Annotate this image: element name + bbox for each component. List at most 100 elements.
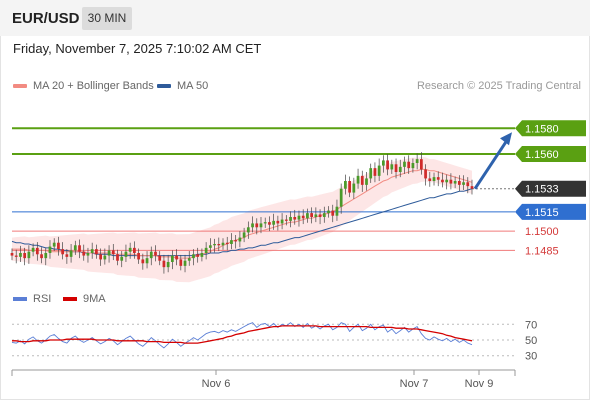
candle-body bbox=[179, 259, 183, 266]
candle bbox=[145, 251, 149, 269]
legend-ma50: MA 50 bbox=[157, 80, 208, 92]
level-tag-bg bbox=[515, 120, 586, 137]
candle bbox=[149, 246, 153, 266]
candle-body bbox=[255, 223, 259, 228]
candle bbox=[69, 244, 73, 263]
candle-body bbox=[31, 247, 35, 252]
candle bbox=[424, 164, 427, 186]
candle bbox=[382, 155, 385, 173]
candle-body bbox=[373, 168, 377, 176]
candle-body bbox=[208, 245, 212, 248]
candle bbox=[394, 158, 398, 179]
candle bbox=[432, 172, 436, 186]
level-label-1.1500: 1.1500 bbox=[525, 226, 559, 238]
candle-body bbox=[44, 253, 48, 259]
candle-body bbox=[268, 222, 271, 225]
candle-body bbox=[52, 242, 56, 247]
candle-body bbox=[69, 250, 73, 257]
rsi-series-9MA bbox=[12, 325, 473, 344]
candle bbox=[272, 213, 276, 230]
candle bbox=[166, 254, 170, 273]
candle bbox=[120, 251, 124, 268]
timeframe-badge[interactable]: 30 MIN bbox=[82, 7, 132, 30]
candle bbox=[95, 244, 98, 259]
candle-body bbox=[449, 179, 453, 184]
candle bbox=[208, 238, 212, 253]
candle bbox=[107, 245, 111, 263]
candle-body bbox=[344, 181, 347, 189]
candle bbox=[141, 253, 145, 270]
candle-body bbox=[453, 181, 457, 184]
candle bbox=[466, 177, 470, 194]
candle-body bbox=[394, 164, 398, 172]
candle-body bbox=[90, 249, 94, 253]
candle bbox=[116, 249, 119, 266]
candle bbox=[335, 199, 339, 221]
level-tag-bg bbox=[515, 146, 586, 162]
candle bbox=[365, 172, 368, 191]
candle-body bbox=[470, 186, 474, 189]
candle-body bbox=[192, 254, 195, 259]
candle-body bbox=[133, 247, 136, 253]
candle bbox=[48, 240, 52, 259]
candle bbox=[327, 206, 330, 218]
candle bbox=[57, 236, 60, 256]
candle-body bbox=[411, 163, 415, 169]
level-tag-1.1533: 1.1533 bbox=[515, 180, 586, 197]
candle bbox=[65, 249, 69, 264]
candle bbox=[377, 158, 381, 181]
candle-body bbox=[61, 249, 65, 255]
level-tag-1.1560: 1.1560 bbox=[515, 146, 586, 162]
candle-body bbox=[382, 160, 385, 166]
candle-body bbox=[284, 219, 288, 221]
candle-body bbox=[263, 222, 267, 224]
candle-body bbox=[377, 165, 381, 176]
candle bbox=[470, 179, 474, 195]
level-label-1.1515: 1.1515 bbox=[525, 207, 559, 219]
candle-body bbox=[445, 179, 449, 183]
candle-body bbox=[276, 220, 280, 224]
legend-rsi: RSI bbox=[13, 293, 51, 305]
candle-body bbox=[428, 178, 432, 181]
time-axis: Nov 6 Nov 7 Nov 9 bbox=[11, 369, 516, 390]
level-label-1.1533: 1.1533 bbox=[525, 184, 559, 196]
candle bbox=[348, 176, 351, 198]
symbol-title: EUR/USD bbox=[12, 10, 80, 27]
candle-body bbox=[99, 254, 102, 260]
candle-body bbox=[297, 215, 301, 220]
candle bbox=[259, 217, 263, 234]
candle-body bbox=[407, 161, 411, 169]
candle bbox=[428, 172, 432, 187]
candle-body bbox=[10, 253, 14, 256]
candle bbox=[306, 208, 309, 223]
candle-body bbox=[116, 254, 119, 261]
candle-body bbox=[280, 219, 284, 224]
level-tag-1.1515: 1.1515 bbox=[515, 203, 586, 220]
candle-body bbox=[436, 177, 440, 180]
x-tick-label: Nov 6 bbox=[202, 378, 231, 390]
candle bbox=[61, 242, 65, 260]
level-label-1.1580: 1.1580 bbox=[525, 123, 559, 135]
candle bbox=[14, 249, 18, 264]
level-tag-bg bbox=[515, 180, 586, 197]
candle-body bbox=[23, 253, 27, 259]
candle-body bbox=[78, 245, 81, 252]
candle-body bbox=[441, 179, 444, 183]
x-tick-label: Nov 9 bbox=[465, 378, 494, 390]
chart-header: EUR/USD 30 MIN bbox=[0, 0, 590, 36]
candle-body bbox=[65, 254, 69, 257]
candle-body bbox=[57, 242, 60, 250]
candle bbox=[314, 207, 318, 223]
candle bbox=[462, 175, 465, 190]
candle-body bbox=[158, 255, 162, 261]
level-tag-bg bbox=[515, 203, 586, 220]
rsi-panel: 70 50 30 bbox=[11, 319, 537, 363]
candle-body bbox=[242, 232, 246, 238]
candle bbox=[221, 238, 225, 250]
candle bbox=[318, 209, 322, 225]
candle bbox=[276, 215, 280, 231]
candle bbox=[23, 247, 27, 266]
candle-body bbox=[432, 177, 436, 181]
candle bbox=[390, 159, 394, 174]
candle-body bbox=[234, 240, 238, 242]
